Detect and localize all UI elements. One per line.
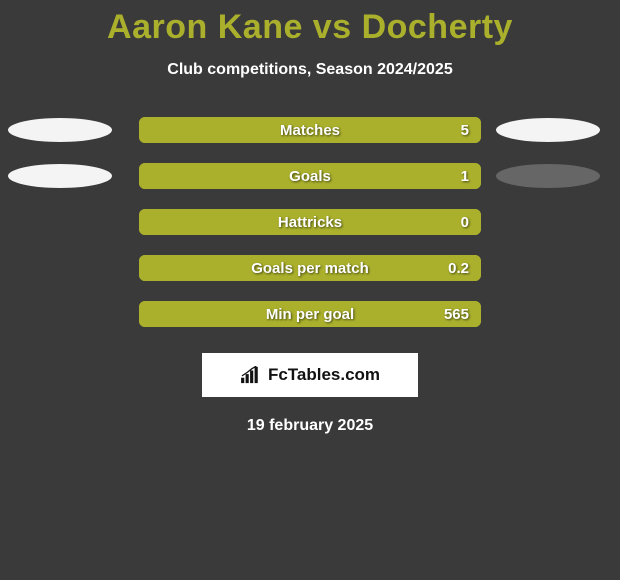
stat-value: 0 bbox=[461, 214, 469, 231]
brand-text: FcTables.com bbox=[268, 365, 380, 385]
stat-value: 1 bbox=[461, 168, 469, 185]
stat-bar: Goals 1 bbox=[139, 163, 481, 189]
subtitle: Club competitions, Season 2024/2025 bbox=[167, 61, 452, 79]
stat-label: Goals per match bbox=[251, 260, 369, 277]
stat-row: Hattricks 0 bbox=[0, 209, 620, 235]
stat-label: Goals bbox=[289, 168, 331, 185]
player-right-marker bbox=[496, 164, 600, 188]
date-text: 19 february 2025 bbox=[247, 417, 373, 435]
stat-value: 5 bbox=[461, 122, 469, 139]
player-left-marker bbox=[8, 118, 112, 142]
player-left-marker bbox=[8, 164, 112, 188]
brand-badge[interactable]: FcTables.com bbox=[202, 353, 418, 397]
stat-bar: Hattricks 0 bbox=[139, 209, 481, 235]
stat-bar: Goals per match 0.2 bbox=[139, 255, 481, 281]
stat-value: 0.2 bbox=[448, 260, 469, 277]
stat-label: Min per goal bbox=[266, 306, 354, 323]
comparison-card: Aaron Kane vs Docherty Club competitions… bbox=[0, 0, 620, 435]
stat-row: Matches 5 bbox=[0, 117, 620, 143]
stat-label: Hattricks bbox=[278, 214, 342, 231]
stat-row: Goals per match 0.2 bbox=[0, 255, 620, 281]
stat-row: Min per goal 565 bbox=[0, 301, 620, 327]
stats-list: Matches 5 Goals 1 Hattricks 0 Goals per match 0… bbox=[0, 117, 620, 327]
stat-label: Matches bbox=[280, 122, 340, 139]
stat-bar: Matches 5 bbox=[139, 117, 481, 143]
stat-bar: Min per goal 565 bbox=[139, 301, 481, 327]
stat-row: Goals 1 bbox=[0, 163, 620, 189]
bar-chart-icon bbox=[240, 366, 262, 384]
player-right-marker bbox=[496, 118, 600, 142]
stat-value: 565 bbox=[444, 306, 469, 323]
page-title: Aaron Kane vs Docherty bbox=[107, 8, 513, 47]
